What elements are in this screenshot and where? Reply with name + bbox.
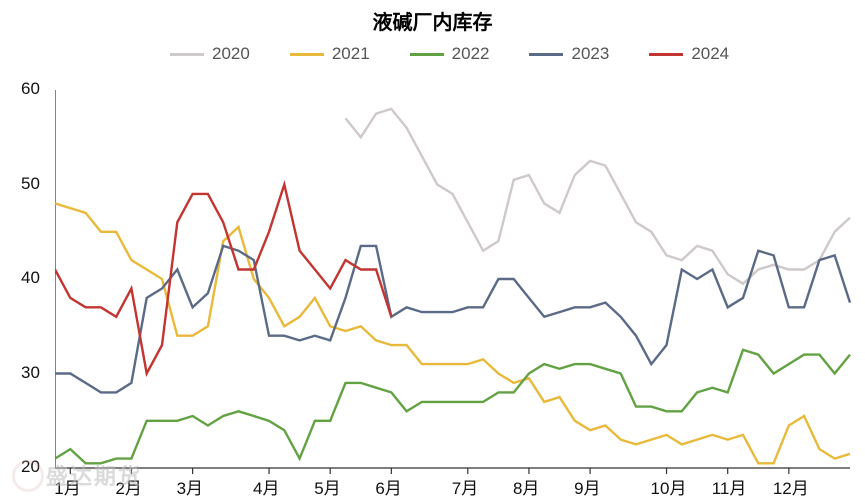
x-tick-label: 10月 [651, 474, 687, 499]
legend-item-2021: 2021 [290, 44, 370, 64]
legend-item-2020: 2020 [170, 44, 250, 64]
chart-plot [55, 90, 860, 478]
legend-label: 2024 [691, 44, 729, 64]
legend-swatch [649, 53, 683, 56]
y-tick-label: 60 [21, 79, 40, 99]
y-tick-label: 20 [21, 457, 40, 477]
legend-item-2023: 2023 [529, 44, 609, 64]
legend-swatch [290, 53, 324, 56]
x-tick-label: 5月 [314, 474, 340, 499]
y-tick-label: 30 [21, 363, 40, 383]
legend-label: 2022 [452, 44, 490, 64]
legend-item-2024: 2024 [649, 44, 729, 64]
legend-swatch [170, 53, 204, 56]
x-tick-label: 6月 [375, 474, 401, 499]
series-2023 [55, 246, 850, 393]
y-tick-label: 40 [21, 268, 40, 288]
x-tick-label: 4月 [253, 474, 279, 499]
legend-label: 2023 [571, 44, 609, 64]
legend-label: 2021 [332, 44, 370, 64]
x-tick-label: 7月 [452, 474, 478, 499]
x-tick-label: 8月 [513, 474, 539, 499]
legend-swatch [410, 53, 444, 56]
x-tick-label: 3月 [177, 474, 203, 499]
legend-label: 2020 [212, 44, 250, 64]
x-tick-label: 1月 [54, 474, 80, 499]
chart-legend: 2020 2021 2022 2023 2024 [170, 44, 729, 64]
legend-swatch [529, 53, 563, 56]
series-2024 [55, 185, 391, 374]
y-tick-label: 50 [21, 174, 40, 194]
chart-container: 液碱厂内库存 2020 2021 2022 2023 2024 20 30 40 50 60 1… [0, 0, 865, 500]
x-tick-label: 9月 [574, 474, 600, 499]
x-tick-label: 12月 [773, 474, 809, 499]
legend-item-2022: 2022 [410, 44, 490, 64]
x-tick-label: 11月 [712, 474, 747, 499]
chart-title: 液碱厂内库存 [0, 6, 865, 35]
series-2022 [55, 350, 850, 463]
x-tick-label: 2月 [115, 474, 141, 499]
